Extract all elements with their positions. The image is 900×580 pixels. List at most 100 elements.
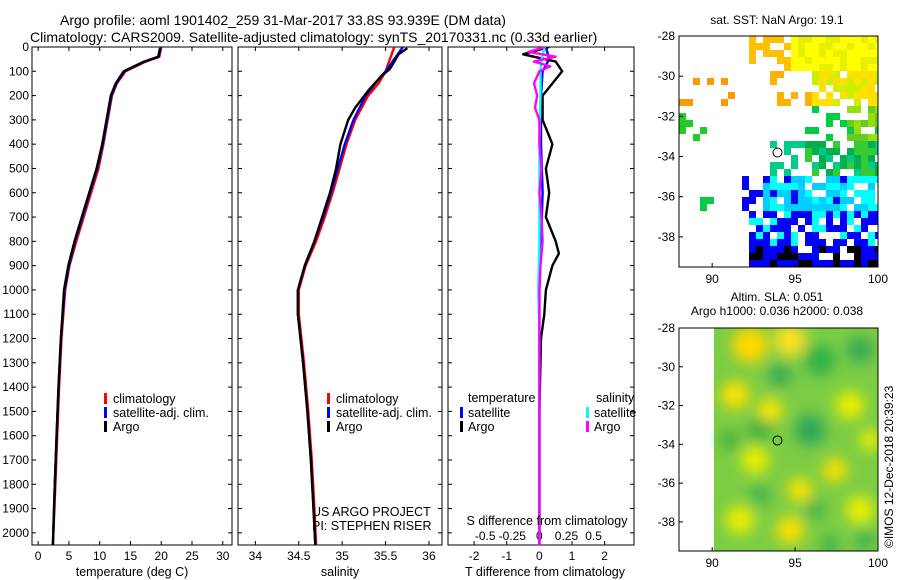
sst-cell bbox=[875, 141, 878, 148]
sst-cell bbox=[875, 169, 878, 176]
sst-cell bbox=[826, 204, 833, 211]
sst-cell bbox=[861, 190, 868, 197]
sst-cell bbox=[770, 211, 777, 218]
sst-cell bbox=[847, 71, 854, 78]
sst-cell bbox=[833, 253, 840, 260]
sst-cell bbox=[819, 78, 826, 85]
depth-tick-label: 1700 bbox=[2, 453, 29, 467]
sst-cell bbox=[826, 260, 833, 267]
sst-cell bbox=[826, 134, 833, 141]
sst-cell bbox=[819, 50, 826, 57]
sst-cell bbox=[868, 218, 875, 225]
sla-blob bbox=[726, 506, 754, 534]
sst-cell bbox=[819, 85, 826, 92]
sst-cell bbox=[868, 64, 875, 71]
sst-cell bbox=[868, 260, 875, 267]
sst-cell bbox=[770, 36, 777, 43]
x-tick-label: 0 bbox=[536, 549, 543, 563]
sst-cell bbox=[840, 120, 847, 127]
sst-cell bbox=[686, 99, 693, 106]
sst-cell bbox=[763, 260, 770, 267]
depth-tick-label: 600 bbox=[9, 186, 29, 200]
sst-cell bbox=[763, 183, 770, 190]
sst-map-frame bbox=[678, 35, 879, 268]
series-line-s-argo bbox=[527, 47, 557, 545]
sst-cell bbox=[868, 246, 875, 253]
sst-cell bbox=[791, 43, 798, 50]
sst-cell bbox=[826, 113, 833, 120]
sst-cell bbox=[875, 99, 878, 106]
x-tick-label: -1 bbox=[501, 549, 512, 563]
sst-cell bbox=[854, 57, 861, 64]
sst-cell bbox=[763, 246, 770, 253]
sst-cell bbox=[784, 260, 791, 267]
sst-cell bbox=[805, 239, 812, 246]
sst-cell bbox=[840, 232, 847, 239]
legend-title-temperature: temperature bbox=[468, 391, 535, 405]
sst-cell bbox=[812, 246, 819, 253]
sst-cell bbox=[840, 197, 847, 204]
sst-cell bbox=[861, 141, 868, 148]
sst-cell bbox=[819, 148, 826, 155]
title-line-1: Argo profile: aoml 1901402_259 31-Mar-20… bbox=[60, 12, 506, 28]
sst-cell bbox=[840, 78, 847, 85]
sst-cell bbox=[861, 176, 868, 183]
sst-cell bbox=[805, 36, 812, 43]
sst-cell bbox=[777, 71, 784, 78]
legend-s-argo: Argo bbox=[594, 420, 620, 434]
x-tick-label: -2 bbox=[469, 549, 480, 563]
sst-cell bbox=[819, 162, 826, 169]
sst-cell bbox=[840, 204, 847, 211]
sst-cell bbox=[854, 92, 861, 99]
sst-cell bbox=[812, 232, 819, 239]
sst-cell bbox=[693, 134, 700, 141]
sst-cell bbox=[812, 253, 819, 260]
sst-cell bbox=[840, 85, 847, 92]
sst-cell bbox=[833, 113, 840, 120]
sla-map-subtitle: Argo h1000: 0.036 h2000: 0.038 bbox=[691, 304, 863, 318]
sst-cell bbox=[805, 99, 812, 106]
sst-cell bbox=[833, 211, 840, 218]
sst-cell bbox=[875, 253, 878, 260]
sst-cell bbox=[826, 57, 833, 64]
sst-cell bbox=[875, 92, 878, 99]
sst-cell bbox=[777, 260, 784, 267]
sst-cell bbox=[868, 106, 875, 113]
sst-cell bbox=[847, 78, 854, 85]
sst-cell bbox=[847, 162, 854, 169]
sst-cell bbox=[679, 99, 686, 106]
sst-cell bbox=[833, 64, 840, 71]
sst-cell bbox=[861, 148, 868, 155]
sst-cell bbox=[749, 232, 756, 239]
sst-cell bbox=[798, 197, 805, 204]
sst-cell bbox=[819, 64, 826, 71]
sst-cell bbox=[868, 113, 875, 120]
sst-cell bbox=[847, 57, 854, 64]
sst-cell bbox=[840, 211, 847, 218]
sst-cell bbox=[798, 183, 805, 190]
sst-cell bbox=[777, 239, 784, 246]
x-tick-label: 20 bbox=[155, 549, 169, 563]
x-tick-label: 35 bbox=[335, 549, 349, 563]
sst-cell bbox=[770, 169, 777, 176]
sst-cell bbox=[756, 239, 763, 246]
sst-cell bbox=[700, 204, 707, 211]
sla-map-title: Altim. SLA: 0.051 bbox=[731, 290, 824, 304]
sst-cell bbox=[868, 155, 875, 162]
sst-cell bbox=[826, 148, 833, 155]
project-annotation-1: US ARGO PROJECT bbox=[312, 505, 431, 519]
legend-swatch-climatology bbox=[327, 393, 330, 404]
sst-cell bbox=[875, 162, 878, 169]
sst-cell bbox=[868, 162, 875, 169]
sst-cell bbox=[847, 127, 854, 134]
sst-cell bbox=[756, 246, 763, 253]
sst-cell bbox=[777, 232, 784, 239]
sst-cell bbox=[868, 239, 875, 246]
sla-blob bbox=[720, 430, 740, 450]
sst-cell bbox=[770, 190, 777, 197]
sst-cell bbox=[854, 99, 861, 106]
sst-cell bbox=[861, 71, 868, 78]
sst-cell bbox=[777, 246, 784, 253]
sst-cell bbox=[784, 239, 791, 246]
sla-blob bbox=[758, 398, 782, 422]
